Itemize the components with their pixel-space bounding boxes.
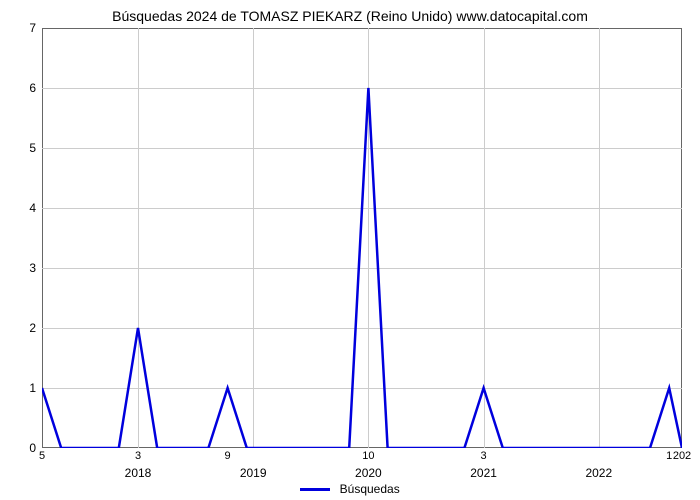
- data-point-label: 5: [39, 450, 45, 462]
- line-series: [42, 28, 682, 448]
- data-point-label: 3: [481, 450, 487, 462]
- x-tick-label: 2022: [585, 466, 612, 480]
- chart-title: Búsquedas 2024 de TOMASZ PIEKARZ (Reino …: [0, 0, 700, 28]
- data-point-label: 3: [135, 450, 141, 462]
- legend-label: Búsquedas: [340, 482, 400, 496]
- y-tick-label: 1: [29, 381, 36, 395]
- chart-plot-area: 01234567 20182019202020212022 5391031202: [42, 28, 682, 448]
- y-tick-label: 4: [29, 201, 36, 215]
- data-point-label: 10: [362, 450, 374, 462]
- y-tick-label: 3: [29, 261, 36, 275]
- data-point-label: 202: [673, 450, 691, 462]
- chart-container: Búsquedas 2024 de TOMASZ PIEKARZ (Reino …: [0, 0, 700, 500]
- x-tick-label: 2018: [125, 466, 152, 480]
- y-tick-label: 6: [29, 81, 36, 95]
- data-point-label: 9: [225, 450, 231, 462]
- x-tick-label: 2019: [240, 466, 267, 480]
- x-tick-label: 2020: [355, 466, 382, 480]
- x-tick-label: 2021: [470, 466, 497, 480]
- data-point-label: 1: [666, 450, 672, 462]
- legend-swatch: [300, 488, 330, 491]
- y-tick-label: 2: [29, 321, 36, 335]
- y-tick-label: 7: [29, 21, 36, 35]
- y-tick-label: 0: [29, 441, 36, 455]
- y-tick-label: 5: [29, 141, 36, 155]
- chart-legend: Búsquedas: [0, 482, 700, 496]
